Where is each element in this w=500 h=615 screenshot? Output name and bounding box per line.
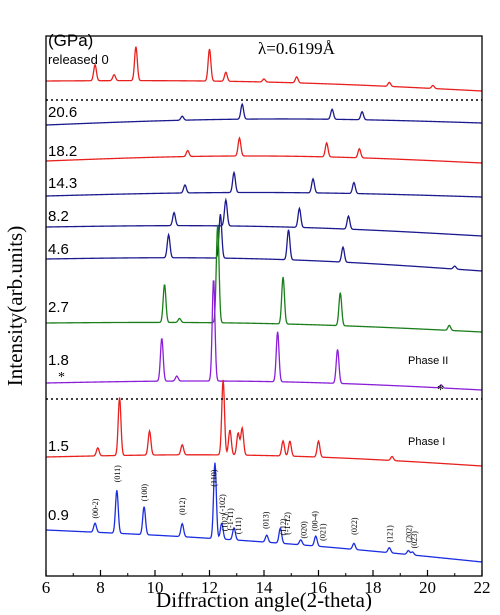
pressure-label-1.8: 1.8 <box>48 352 69 369</box>
asterisk-1: * <box>58 370 65 385</box>
pressure-label-14.3: 14.3 <box>48 175 77 192</box>
x-tick-label: 12 <box>201 578 218 597</box>
pressure-label-2.7: 2.7 <box>48 299 69 316</box>
x-tick-label: 8 <box>96 578 105 597</box>
series-line-2.7 <box>46 224 483 333</box>
pressure-label-8.2: 8.2 <box>48 208 69 225</box>
x-axis-ticks: 6 8 10 12 14 16 18 20 22 <box>42 570 491 597</box>
phase-i-label: Phase I <box>408 436 445 448</box>
hkl-label: (00-4) <box>310 511 319 531</box>
series-line-20.6 <box>45 102 483 126</box>
hkl-label: (022) <box>350 517 359 535</box>
series-line-8.2 <box>45 197 483 237</box>
unit-label: (GPa) <box>48 31 93 50</box>
hkl-label: (121) <box>385 525 394 543</box>
hkl-label: (013) <box>261 511 270 529</box>
x-tick-label: 16 <box>310 578 327 597</box>
hkl-label: (112) <box>279 518 288 535</box>
hkl-label: (012) <box>178 497 187 515</box>
x-tick-label: 6 <box>42 578 51 597</box>
phase-ii-label: Phase II <box>408 355 448 367</box>
x-tick-label: 22 <box>474 578 491 597</box>
pressure-label-4.6: 4.6 <box>48 241 69 258</box>
hkl-label: (111) <box>234 517 243 534</box>
x-tick-label: 18 <box>365 578 382 597</box>
hkl-label: (00-2) <box>91 498 100 518</box>
x-axis-label: Diffraction angle(2-theta) <box>156 588 372 612</box>
labels-layer: released 0 20.6 18.2 14.3 8.2 4.6 2.7 1.8 1.5 0.9 <box>48 52 109 524</box>
series-line-1.5 <box>45 379 483 467</box>
hkl-label: (100) <box>140 484 149 502</box>
hkl-label: (-102) <box>218 494 227 514</box>
plot-frame <box>45 35 483 577</box>
series-line-18.2 <box>45 136 483 164</box>
x-tick-label: 20 <box>419 578 436 597</box>
hkl-label: (021) <box>319 523 328 541</box>
wavelength-label: λ=0.6199Å <box>258 39 336 58</box>
series-line-4.6 <box>45 213 483 272</box>
series-line-0.9 <box>45 462 483 563</box>
hkl-label: (-1-12) <box>283 512 292 535</box>
pressure-label-20.6: 20.6 <box>48 104 77 121</box>
y-axis-label: Intensity(arb.units) <box>3 226 27 386</box>
x-tick-label: 10 <box>147 578 164 597</box>
pressure-label-1.5: 1.5 <box>48 438 69 455</box>
pressure-label-18.2: 18.2 <box>48 143 77 160</box>
hkl-layer: (00-2)(011)(100)(012)(110)(-102)(102)(-1… <box>91 465 419 548</box>
asterisk-2: * <box>437 383 444 398</box>
hkl-label: (011) <box>113 465 122 482</box>
hkl-label: (102) <box>220 514 229 532</box>
series-line-14.3 <box>45 170 483 198</box>
traces-layer <box>45 46 483 563</box>
x-tick-label: 14 <box>256 578 274 597</box>
pressure-label-released-0: released 0 <box>48 52 109 67</box>
hkl-label: (202) <box>404 525 413 543</box>
hkl-label: (110) <box>210 469 219 486</box>
pressure-label-0.9: 0.9 <box>48 507 69 524</box>
series-line-1.8 <box>45 280 483 391</box>
hkl-label: (-1-11) <box>226 508 235 531</box>
hkl-label: (023) <box>410 531 419 549</box>
hkl-label: (020) <box>300 521 309 539</box>
series-line-released-0 <box>46 46 483 92</box>
